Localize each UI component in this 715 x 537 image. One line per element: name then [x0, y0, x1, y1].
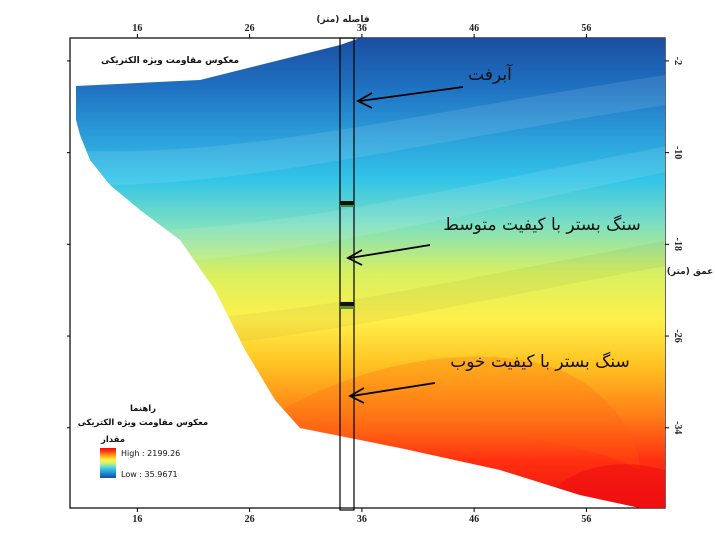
legend-high-label: High : 2199.26: [121, 449, 180, 458]
legend-low-label: Low : 35.9671: [121, 470, 178, 479]
y-axis-title: عمق (متر): [667, 267, 714, 277]
section-contour-band: [76, 70, 665, 186]
x-tick-label: 46: [469, 514, 479, 525]
x-tick-label: 16: [132, 23, 142, 34]
annotation-arrow: [351, 382, 436, 397]
annotation-label: آبرفت: [468, 63, 513, 85]
x-tick-label: 46: [469, 23, 479, 34]
annotation-good-bedrock: سنگ بستر با کیفیت خوب: [348, 351, 630, 404]
annotation-label: سنگ بستر با کیفیت متوسط: [443, 214, 641, 235]
annotation-arrowhead: [348, 387, 365, 404]
y-tick-label: -10: [672, 146, 683, 159]
annotation-arrow: [359, 86, 464, 102]
x-tick-label: 26: [245, 23, 255, 34]
y-tick-label: -34: [672, 421, 683, 434]
annotation-arrowhead: [356, 92, 373, 109]
x-axis-top: 16 26 36 46 56: [132, 23, 591, 38]
x-tick-label: 16: [132, 514, 142, 525]
map-title: معکوس مقاومت ویژه الکتریکی: [101, 56, 239, 66]
legend-title: معکوس مقاومت ویژه الکتریکی: [78, 418, 208, 428]
y-tick-label: -26: [672, 329, 683, 342]
layer-boundary-marker: [340, 306, 354, 309]
y-tick-label: -2: [672, 57, 683, 65]
x-tick-label: 36: [357, 514, 367, 525]
x-tick-label: 26: [245, 514, 255, 525]
borehole-log: [339, 37, 355, 511]
y-tick-label: -18: [672, 238, 683, 251]
layer-boundary-marker: [340, 201, 354, 205]
annotation-medium-bedrock: سنگ بستر با کیفیت متوسط: [346, 214, 641, 266]
legend: راهنما معکوس مقاومت ویژه الکتریکی مقدار …: [78, 404, 208, 479]
section-contour-band: [76, 140, 665, 266]
x-axis-bottom: 16 26 36 46 56: [132, 508, 591, 525]
legend-field-label: مقدار: [100, 435, 125, 445]
layer-boundary-marker: [340, 302, 354, 306]
y-axis-right: -2 -10 -18 -26 -34: [67, 57, 683, 434]
x-tick-label: 56: [581, 514, 591, 525]
x-tick-label: 56: [581, 23, 591, 34]
annotation-arrowhead: [346, 249, 363, 266]
annotation-arrow: [349, 244, 431, 259]
legend-header: راهنما: [130, 404, 156, 414]
annotation-label: سنگ بستر با کیفیت خوب: [450, 351, 629, 372]
borehole-column: [339, 37, 355, 511]
legend-color-ramp: [100, 448, 116, 478]
layer-boundary-marker: [340, 205, 354, 207]
section-contour-band: [250, 356, 640, 470]
x-axis-title: فاصله (متر): [316, 15, 369, 25]
x-tick-label: 36: [357, 23, 367, 34]
annotation-alluvium: آبرفت: [356, 63, 513, 109]
